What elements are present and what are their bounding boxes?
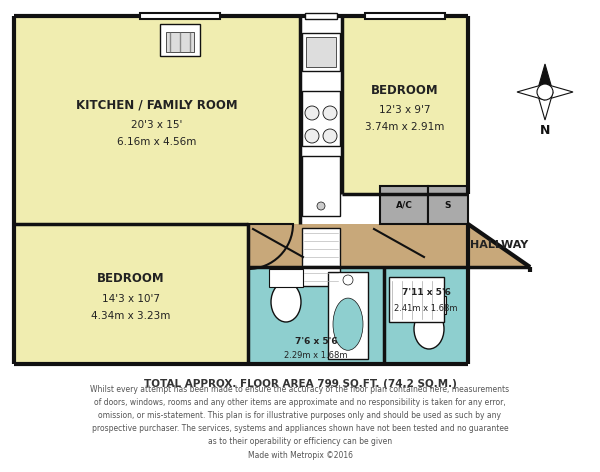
Bar xyxy=(300,16,342,194)
Bar xyxy=(14,16,300,224)
Polygon shape xyxy=(537,64,553,92)
Ellipse shape xyxy=(414,309,444,349)
Text: 4.34m x 3.23m: 4.34m x 3.23m xyxy=(91,311,170,321)
Text: N: N xyxy=(540,124,550,136)
Polygon shape xyxy=(248,224,530,267)
Circle shape xyxy=(323,129,337,143)
Bar xyxy=(328,272,368,359)
Bar xyxy=(14,224,248,364)
Bar xyxy=(302,91,340,146)
Bar xyxy=(302,156,340,216)
Text: HALLWAY: HALLWAY xyxy=(470,241,528,251)
Bar xyxy=(306,37,336,67)
Bar xyxy=(305,13,337,19)
Bar xyxy=(269,269,303,287)
Bar xyxy=(428,186,468,224)
Bar xyxy=(160,24,200,56)
Bar xyxy=(302,228,340,286)
Bar xyxy=(365,13,445,19)
Ellipse shape xyxy=(271,282,301,322)
Bar xyxy=(302,33,340,71)
Circle shape xyxy=(537,84,553,100)
Bar xyxy=(140,13,220,19)
Bar xyxy=(412,296,446,314)
Text: A/C: A/C xyxy=(395,201,412,210)
Text: 14'3 x 10'7: 14'3 x 10'7 xyxy=(102,294,160,304)
Bar xyxy=(248,267,384,364)
Text: TOTAL APPROX. FLOOR AREA 799 SQ.FT. (74.2 SQ.M.): TOTAL APPROX. FLOOR AREA 799 SQ.FT. (74.… xyxy=(143,379,457,389)
Text: 6.16m x 4.56m: 6.16m x 4.56m xyxy=(118,137,197,147)
Circle shape xyxy=(317,202,325,210)
Bar xyxy=(166,32,194,52)
Text: 3.74m x 2.91m: 3.74m x 2.91m xyxy=(365,122,445,132)
Bar xyxy=(384,267,468,364)
Text: BEDROOM: BEDROOM xyxy=(371,84,439,96)
Ellipse shape xyxy=(333,298,363,350)
Circle shape xyxy=(305,129,319,143)
Polygon shape xyxy=(545,84,573,100)
Polygon shape xyxy=(537,92,553,120)
Text: 2.41m x 1.68m: 2.41m x 1.68m xyxy=(394,304,458,313)
Text: BEDROOM: BEDROOM xyxy=(97,272,165,286)
Text: Whilst every attempt has been made to ensure the accuracy of the floor plan cont: Whilst every attempt has been made to en… xyxy=(91,385,509,460)
Bar xyxy=(342,16,468,194)
Bar xyxy=(380,186,428,224)
Text: 20'3 x 15': 20'3 x 15' xyxy=(131,120,182,130)
Text: 7'6 x 5'6: 7'6 x 5'6 xyxy=(295,337,337,346)
Text: 2.29m x 1.68m: 2.29m x 1.68m xyxy=(284,352,348,361)
Text: KITCHEN / FAMILY ROOM: KITCHEN / FAMILY ROOM xyxy=(76,99,238,111)
Circle shape xyxy=(305,106,319,120)
Circle shape xyxy=(323,106,337,120)
Text: 7'11 x 5'6: 7'11 x 5'6 xyxy=(401,288,451,297)
Bar xyxy=(389,277,444,322)
Text: 12'3 x 9'7: 12'3 x 9'7 xyxy=(379,105,431,115)
Text: S: S xyxy=(445,201,451,210)
Circle shape xyxy=(343,275,353,285)
Polygon shape xyxy=(517,84,545,100)
